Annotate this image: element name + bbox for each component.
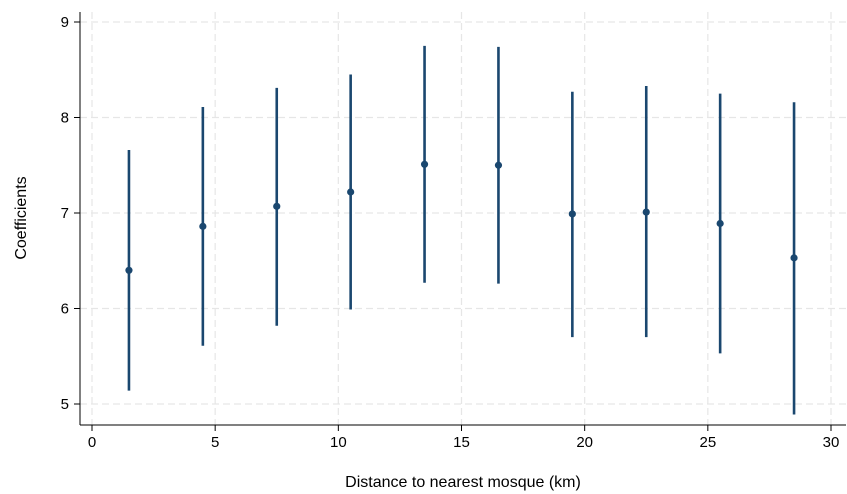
point-estimate bbox=[199, 222, 207, 230]
point-estimate bbox=[494, 161, 503, 169]
point-estimate bbox=[273, 202, 281, 210]
x-tick-label: 10 bbox=[330, 434, 347, 451]
y-tick-label: 5 bbox=[61, 396, 69, 413]
point-estimate bbox=[420, 160, 429, 168]
y-axis-label: Coefficients bbox=[13, 176, 30, 259]
axis-layer: 0 5 10 15 20 25 30 5 6 7 8 9 bbox=[61, 12, 846, 451]
x-tick-label: 25 bbox=[699, 434, 716, 451]
y-tick-label: 7 bbox=[61, 205, 69, 222]
point-estimate bbox=[125, 266, 133, 274]
data-layer bbox=[125, 45, 798, 415]
y-tick-label: 8 bbox=[61, 110, 69, 127]
x-tick-label: 15 bbox=[453, 434, 470, 451]
point-estimate bbox=[716, 219, 724, 228]
x-tick-label: 5 bbox=[211, 434, 219, 451]
x-tick-label: 0 bbox=[88, 434, 96, 451]
point-estimate bbox=[568, 210, 576, 218]
plot-area bbox=[80, 12, 846, 425]
x-tick-label: 30 bbox=[823, 434, 840, 451]
y-tick-label: 6 bbox=[61, 301, 69, 318]
point-estimate bbox=[347, 188, 355, 196]
y-tick-label: 9 bbox=[61, 14, 69, 31]
point-estimate bbox=[790, 254, 798, 262]
x-tick-label: 20 bbox=[576, 434, 593, 451]
grid-layer bbox=[80, 12, 846, 425]
point-estimate bbox=[642, 208, 650, 216]
x-axis-label: Distance to nearest mosque (km) bbox=[345, 474, 581, 491]
